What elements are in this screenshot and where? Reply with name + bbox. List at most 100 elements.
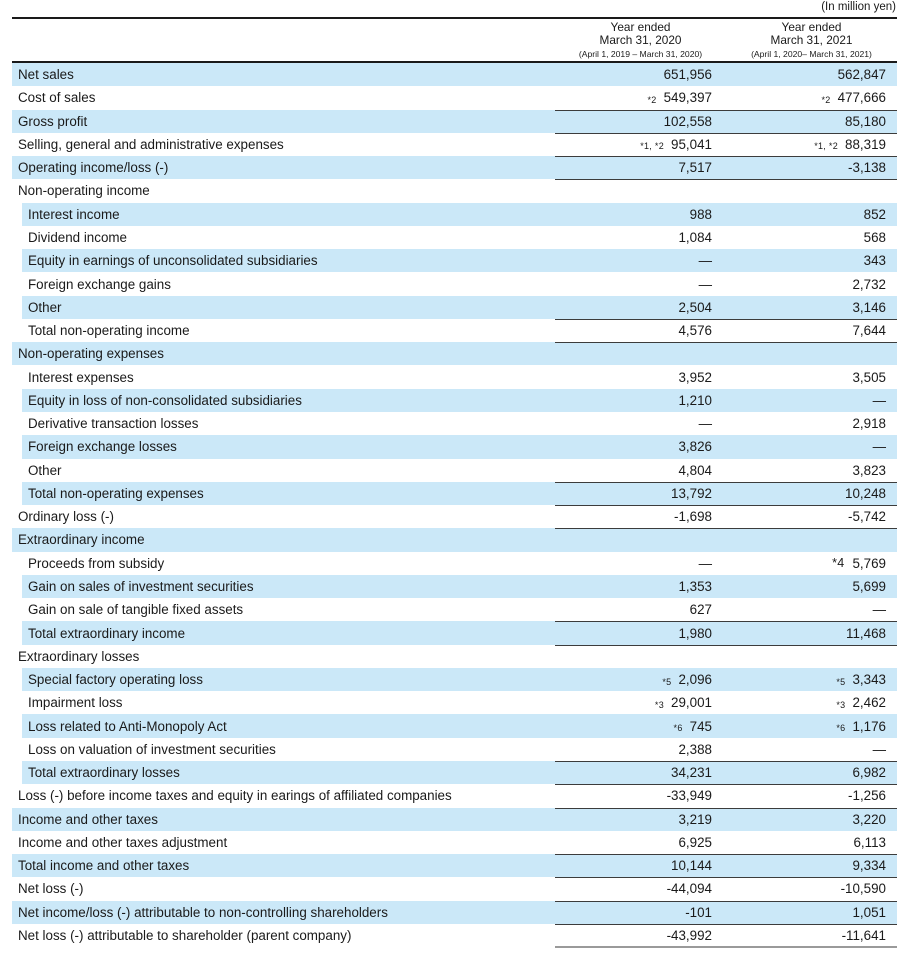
cell-value: 343 [863,253,886,269]
row-values: -33,949 -1,256 [555,784,897,807]
value-2020: -1,698 [555,505,726,528]
value-2021: 562,847 [726,63,897,86]
row-label: Income and other taxes [18,811,158,827]
cell-value: 6,925 [678,834,712,850]
row-values: 3,952 3,505 [555,365,897,388]
value-2020: — [555,249,726,272]
value-2020: 1,084 [555,226,726,249]
row-values: *2 549,397 *2 477,666 [555,86,897,109]
cell-value: 477,666 [837,90,886,106]
table-row: Other 4,804 3,823 [22,459,897,484]
table-row: Net sales 651,956 562,847 [12,63,897,87]
row-values: *3 29,001 *3 2,462 [555,691,897,714]
row-label: Interest income [28,206,120,222]
cell-value: 3,952 [678,369,712,385]
row-label: Net loss (-) attributable to shareholder… [18,927,352,943]
value-2021: 10,248 [726,482,897,505]
value-2021: 9,334 [726,854,897,877]
value-2020: *2 549,397 [555,86,726,109]
column-header-line: Year ended [781,19,842,34]
cell-value: 34,231 [671,765,712,781]
table-row: Total non-operating income 4,576 7,644 [22,319,897,344]
cell-value: — [872,392,886,408]
row-values [555,528,897,551]
value-2021: *6 1,176 [726,714,897,737]
cell-value: 88,319 [845,136,886,152]
table-row: Net loss (-) -44,094 -10,590 [12,877,897,902]
value-2021: 568 [726,226,897,249]
value-2021: 6,113 [726,831,897,854]
row-values: 2,504 3,146 [555,296,897,319]
value-2020: 1,353 [555,575,726,598]
value-2021: 1,051 [726,901,897,924]
row-label: Net loss (-) [18,881,84,897]
footnote-marker: *5 [836,676,846,687]
table-row: Ordinary loss (-) -1,698 -5,742 [12,505,897,530]
row-values: -43,992 -11,641 [555,924,897,947]
cell-value: 3,823 [852,462,886,478]
cell-value: 2,732 [852,276,886,292]
cell-value: 6,982 [852,765,886,781]
value-2020: 2,388 [555,738,726,761]
table-row: Operating income/loss (-) 7,517 -3,138 [12,156,897,181]
table-row: Gain on sale of tangible fixed assets 627… [22,598,897,623]
table-row: Proceeds from subsidy — *4 5,769 [22,552,897,575]
row-values [555,645,897,668]
column-header-2021: Year ended March 31, 2021 (April 1, 2020… [726,19,897,61]
income-statement-table: Year ended March 31, 2020 (April 1, 2019… [12,17,897,949]
cell-value: 2,388 [678,741,712,757]
value-2021: 3,823 [726,459,897,482]
cell-value: -10,590 [840,881,886,897]
footnote-marker: *3 [654,699,665,710]
table-body: Net sales 651,956 562,847 Cost of sales *2 54… [12,63,897,949]
value-2021: *3 2,462 [726,691,897,714]
value-2021: -1,256 [726,784,897,807]
row-values: 627 — [555,598,897,621]
value-2021 [726,645,897,668]
row-values [555,179,897,202]
cell-value: — [872,439,886,455]
value-2020: 4,576 [555,319,726,342]
cell-value: 1,353 [678,578,712,594]
value-2021: 11,468 [726,621,897,644]
cell-value: 745 [689,718,712,734]
row-label: Foreign exchange losses [28,439,177,455]
row-values: — *4 5,769 [555,552,897,575]
cell-value: 1,980 [678,625,712,641]
value-2020: 1,210 [555,389,726,412]
row-values: 13,792 10,248 [555,482,897,505]
row-values: 102,558 85,180 [555,110,897,133]
cell-value: -44,094 [666,881,712,897]
row-label: Interest expenses [28,369,134,385]
table-row: Derivative transaction losses — 2,918 [22,412,897,435]
row-label: Equity in loss of non-consolidated subsi… [28,392,302,408]
value-2020: 4,804 [555,459,726,482]
value-2021: *2 477,666 [726,86,897,109]
row-values: 6,925 6,113 [555,831,897,854]
value-2021: -10,590 [726,877,897,900]
row-label: Total income and other taxes [18,858,190,874]
table-row: Equity in loss of non-consolidated subsi… [22,388,897,412]
table-row: Impairment loss *3 29,001 *3 2,462 [22,691,897,714]
row-values: -101 1,051 [555,901,897,924]
row-values: — 2,732 [555,272,897,295]
row-label: Loss related to Anti-Monopoly Act [28,718,227,734]
footnote-marker: *1, *2 [640,141,665,152]
table-row: Total extraordinary income 1,980 11,468 [22,621,897,646]
section-header-row: Extraordinary losses [12,645,897,668]
value-2020: *3 29,001 [555,691,726,714]
unit-note: (In million yen) [821,1,896,13]
cell-value: 10,144 [671,858,712,874]
cell-value: 1,210 [678,392,712,408]
cell-value: — [698,276,712,292]
row-values: -44,094 -10,590 [555,877,897,900]
row-label: Total extraordinary income [28,625,186,641]
value-2020: *5 2,096 [555,668,726,691]
row-label: Selling, general and administrative expe… [18,136,284,152]
row-label: Net sales [18,67,74,83]
value-2020: 3,952 [555,365,726,388]
cell-value: 852 [863,206,886,222]
footnote-marker: *3 [836,699,846,710]
row-values [555,342,897,365]
row-values: 2,388 — [555,738,897,761]
